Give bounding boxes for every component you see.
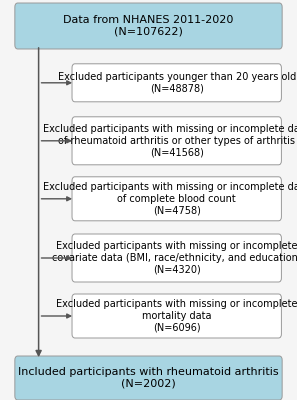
Text: Excluded participants with missing or incomplete
mortality data
(N=6096): Excluded participants with missing or in… [56, 299, 297, 333]
Text: Excluded participants with missing or incomplete
covariate data (BMI, race/ethni: Excluded participants with missing or in… [52, 241, 297, 274]
Text: Excluded participants with missing or incomplete data
of complete blood count
(N: Excluded participants with missing or in… [43, 182, 297, 215]
Text: Data from NHANES 2011-2020
(N=107622): Data from NHANES 2011-2020 (N=107622) [63, 15, 234, 37]
FancyBboxPatch shape [15, 3, 282, 49]
Text: Excluded participants younger than 20 years old
(N=48878): Excluded participants younger than 20 ye… [58, 72, 296, 94]
FancyBboxPatch shape [72, 294, 282, 338]
FancyBboxPatch shape [72, 177, 282, 221]
Text: Included participants with rheumatoid arthritis
(N=2002): Included participants with rheumatoid ar… [18, 367, 279, 389]
FancyBboxPatch shape [72, 234, 282, 282]
Text: Excluded participants with missing or incomplete data
of rheumatoid arthritis or: Excluded participants with missing or in… [43, 124, 297, 157]
FancyBboxPatch shape [72, 64, 282, 102]
FancyBboxPatch shape [72, 117, 282, 165]
FancyBboxPatch shape [15, 356, 282, 400]
